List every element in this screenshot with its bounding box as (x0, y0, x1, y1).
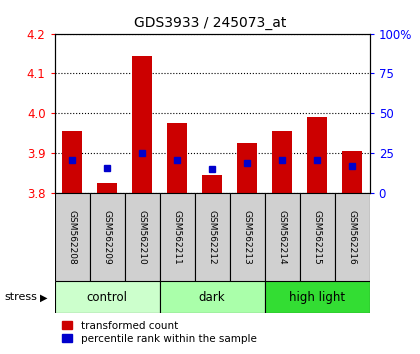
Bar (89, 193, 125, 281)
Text: GDS3933 / 245073_at: GDS3933 / 245073_at (134, 16, 286, 30)
Bar (160, 193, 194, 281)
Text: GSM562215: GSM562215 (312, 210, 322, 264)
Bar (342, 151, 362, 193)
Bar (299, 193, 335, 281)
Bar (307, 117, 327, 193)
Text: stress: stress (4, 292, 37, 302)
Text: ▶: ▶ (40, 292, 47, 302)
Bar (125, 193, 160, 281)
Text: control: control (87, 291, 128, 304)
Bar (265, 281, 370, 313)
Bar (194, 193, 230, 281)
Bar (202, 175, 222, 193)
Bar (55, 281, 160, 313)
Text: GSM562211: GSM562211 (173, 210, 181, 264)
Legend: transformed count, percentile rank within the sample: transformed count, percentile rank withi… (60, 319, 259, 346)
Bar (230, 193, 265, 281)
Bar (168, 123, 187, 193)
Bar (265, 193, 299, 281)
Text: GSM562209: GSM562209 (102, 210, 112, 264)
Text: GSM562212: GSM562212 (207, 210, 217, 264)
Bar (335, 193, 370, 281)
Text: high light: high light (289, 291, 345, 304)
Text: GSM562213: GSM562213 (243, 210, 252, 264)
Text: GSM562214: GSM562214 (278, 210, 286, 264)
Bar (273, 131, 292, 193)
Bar (63, 131, 82, 193)
Bar (55, 193, 89, 281)
Text: GSM562208: GSM562208 (68, 210, 76, 264)
Text: dark: dark (199, 291, 226, 304)
Text: GSM562216: GSM562216 (348, 210, 357, 264)
Text: GSM562210: GSM562210 (138, 210, 147, 264)
Bar (97, 183, 117, 193)
Bar (237, 143, 257, 193)
Bar (132, 56, 152, 193)
Bar (160, 281, 265, 313)
